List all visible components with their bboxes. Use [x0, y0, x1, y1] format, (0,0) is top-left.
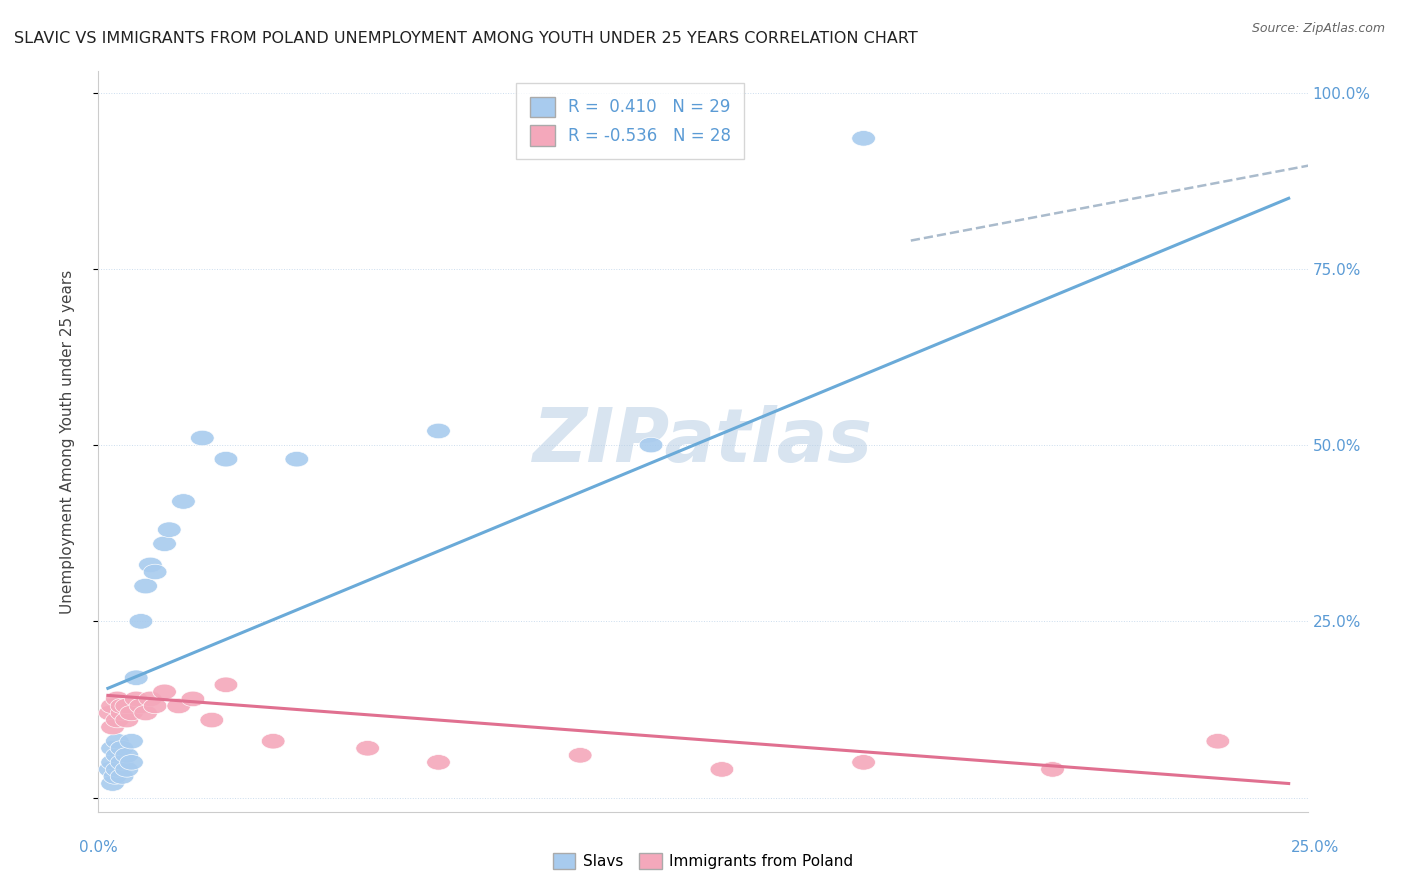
Ellipse shape	[110, 698, 134, 714]
Ellipse shape	[115, 762, 139, 777]
Ellipse shape	[262, 733, 285, 749]
Ellipse shape	[105, 691, 129, 706]
Ellipse shape	[129, 614, 153, 629]
Ellipse shape	[120, 755, 143, 770]
Ellipse shape	[710, 762, 734, 777]
Ellipse shape	[105, 762, 129, 777]
Ellipse shape	[115, 698, 139, 714]
Ellipse shape	[285, 451, 308, 467]
Text: ZIPatlas: ZIPatlas	[533, 405, 873, 478]
Ellipse shape	[852, 130, 876, 146]
Ellipse shape	[101, 740, 124, 756]
Ellipse shape	[356, 740, 380, 756]
Ellipse shape	[153, 684, 176, 699]
Ellipse shape	[115, 713, 139, 728]
Ellipse shape	[105, 733, 129, 749]
Ellipse shape	[139, 558, 162, 573]
Ellipse shape	[214, 677, 238, 692]
Ellipse shape	[214, 451, 238, 467]
Y-axis label: Unemployment Among Youth under 25 years: Unemployment Among Youth under 25 years	[60, 269, 75, 614]
Ellipse shape	[426, 755, 450, 770]
Ellipse shape	[139, 691, 162, 706]
Ellipse shape	[167, 698, 191, 714]
Ellipse shape	[105, 747, 129, 763]
Ellipse shape	[101, 755, 124, 770]
Ellipse shape	[426, 423, 450, 439]
Legend: Slavs, Immigrants from Poland: Slavs, Immigrants from Poland	[547, 847, 859, 875]
Ellipse shape	[568, 747, 592, 763]
Ellipse shape	[143, 565, 167, 580]
Ellipse shape	[181, 691, 205, 706]
Ellipse shape	[852, 755, 876, 770]
Ellipse shape	[134, 578, 157, 594]
Ellipse shape	[124, 670, 148, 686]
Text: 0.0%: 0.0%	[79, 840, 118, 855]
Ellipse shape	[640, 437, 662, 453]
Ellipse shape	[157, 522, 181, 538]
Ellipse shape	[110, 706, 134, 721]
Ellipse shape	[103, 769, 127, 784]
Ellipse shape	[129, 698, 153, 714]
Ellipse shape	[191, 430, 214, 446]
Ellipse shape	[110, 755, 134, 770]
Ellipse shape	[153, 536, 176, 551]
Ellipse shape	[1040, 762, 1064, 777]
Ellipse shape	[120, 733, 143, 749]
Ellipse shape	[110, 740, 134, 756]
Ellipse shape	[101, 776, 124, 791]
Text: SLAVIC VS IMMIGRANTS FROM POLAND UNEMPLOYMENT AMONG YOUTH UNDER 25 YEARS CORRELA: SLAVIC VS IMMIGRANTS FROM POLAND UNEMPLO…	[14, 31, 918, 46]
Ellipse shape	[134, 706, 157, 721]
Ellipse shape	[101, 719, 124, 735]
Ellipse shape	[143, 698, 167, 714]
Ellipse shape	[172, 493, 195, 509]
Ellipse shape	[105, 713, 129, 728]
Ellipse shape	[110, 769, 134, 784]
Ellipse shape	[1206, 733, 1230, 749]
Ellipse shape	[120, 706, 143, 721]
Text: Source: ZipAtlas.com: Source: ZipAtlas.com	[1251, 22, 1385, 36]
Ellipse shape	[98, 706, 122, 721]
Ellipse shape	[200, 713, 224, 728]
Text: 25.0%: 25.0%	[1291, 840, 1339, 855]
Legend: R =  0.410   N = 29, R = -0.536   N = 28: R = 0.410 N = 29, R = -0.536 N = 28	[516, 83, 744, 159]
Ellipse shape	[98, 762, 122, 777]
Ellipse shape	[124, 691, 148, 706]
Ellipse shape	[115, 747, 139, 763]
Ellipse shape	[101, 698, 124, 714]
